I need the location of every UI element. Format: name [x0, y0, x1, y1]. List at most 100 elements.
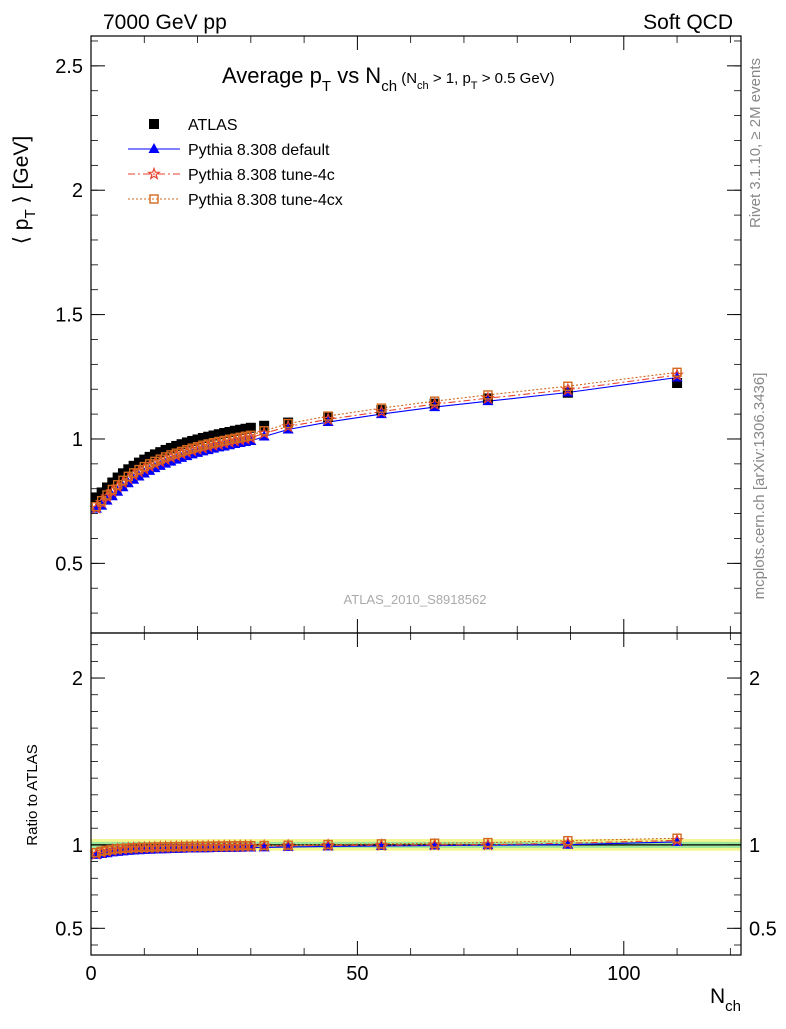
- main-point-atlas: [117, 468, 128, 479]
- main-point-pythia-8-308-tune-4cx: [155, 454, 165, 464]
- ratio-point-pythia-8-308-tune-4cx: [198, 841, 208, 851]
- ratio-ytick-label-right: 1: [749, 835, 760, 857]
- ratio-point-pythia-8-308-tune-4cx: [123, 843, 133, 853]
- main-point-atlas: [224, 427, 235, 438]
- main-point-atlas: [229, 425, 240, 436]
- main-point-atlas: [107, 477, 118, 488]
- y-axis-label-close: ⟩ [GeV]: [10, 136, 33, 210]
- xtick-label: 100: [607, 963, 640, 985]
- ratio-point-pythia-8-308-tune-4cx: [96, 846, 107, 856]
- main-point-pythia-8-308-tune-4cx: [203, 439, 213, 449]
- ratio-point-pythia-8-308-tune-4cx: [429, 838, 440, 848]
- ratio-point-pythia-8-308-tune-4cx: [230, 841, 240, 851]
- ratio-point-pythia-8-308-tune-4cx: [128, 843, 139, 853]
- main-point-atlas: [181, 437, 192, 448]
- main-point-pythia-8-308-tune-4cx: [160, 452, 171, 462]
- main-point-pythia-8-308-tune-4cx: [323, 411, 333, 421]
- main-point-pythia-8-308-tune-4cx: [166, 450, 176, 460]
- main-point-pythia-8-308-tune-4cx: [187, 443, 197, 453]
- main-point-pythia-8-308-tune-4cx: [192, 441, 203, 452]
- ratio-point-pythia-8-308-tune-4cx: [246, 841, 256, 851]
- ratio-point-pythia-8-308-tune-4cx: [192, 841, 203, 852]
- title-sub-t: T: [322, 78, 331, 95]
- main-point-pythia-8-308-tune-4cx: [230, 433, 240, 443]
- rivet-label: Rivet 3.1.10, ≥ 2M events: [747, 58, 764, 228]
- ratio-ytick-label: 2: [72, 668, 83, 690]
- title-text: Average p: [222, 63, 322, 88]
- main-point-pythia-8-308-tune-4cx: [219, 435, 229, 446]
- title-cond-sub-t: T: [471, 80, 478, 92]
- ratio-point-pythia-8-308-tune-4cx: [224, 841, 235, 851]
- ratio-point-pythia-8-308-tune-4cx: [323, 839, 333, 850]
- ratio-ytick-label: 1: [72, 835, 83, 857]
- main-point-pythia-8-308-tune-4cx: [563, 381, 573, 391]
- ratio-point-pythia-8-308-tune-4cx: [187, 841, 197, 852]
- main-point-pythia-8-308-tune-4cx: [672, 367, 682, 378]
- ratio-point-pythia-8-308-tune-4cx: [91, 848, 102, 858]
- main-ytick-label: 0.5: [55, 553, 83, 575]
- ratio-point-pythia-8-308-tune-4cx: [171, 842, 181, 852]
- y-axis-label-sub: T: [22, 209, 39, 218]
- ratio-point-pythia-8-308-tune-4cx: [139, 842, 149, 853]
- ratio-point-pythia-8-308-tune-4cx: [155, 842, 165, 852]
- ratio-panel-frame: [90, 632, 742, 956]
- panel-frames: [90, 35, 742, 956]
- main-point-atlas: [219, 428, 230, 439]
- series-markers: [89, 367, 684, 860]
- main-point-atlas: [203, 431, 214, 442]
- main-point-pythia-8-308-tune-4cx: [182, 444, 192, 455]
- main-point-pythia-8-308-tune-4cx: [235, 432, 245, 442]
- main-point-atlas: [112, 472, 123, 483]
- ratio-point-pythia-8-308-tune-4cx: [376, 839, 387, 849]
- ratio-point-pythia-8-308-tune-4cx: [214, 841, 224, 851]
- legend-label-atlas: ATLAS: [188, 117, 238, 134]
- title-cond-c: > 0.5 GeV): [478, 70, 555, 87]
- y-axis-label: ⟨ pT ⟩ [GeV]: [10, 136, 39, 244]
- main-ytick-label: 2.5: [55, 56, 83, 78]
- ratio-point-pythia-8-308-tune-4cx: [112, 844, 123, 854]
- main-point-pythia-8-308-tune-4cx: [102, 490, 112, 500]
- ratio-point-pythia-8-308-tune-4cx: [182, 841, 192, 852]
- ratio-point-pythia-8-308-tune-4cx: [203, 841, 213, 851]
- main-point-atlas: [160, 444, 171, 455]
- main-point-pythia-8-308-tune-4cx: [208, 438, 219, 448]
- ratio-ytick-label-right: 0.5: [749, 918, 777, 940]
- main-point-atlas: [155, 447, 166, 458]
- xtick-label: 50: [346, 963, 368, 985]
- ratio-point-pythia-8-308-tune-4cx: [563, 836, 573, 846]
- y-axis-label-open: ⟨ p: [10, 219, 33, 245]
- main-point-atlas: [171, 440, 182, 451]
- legend-marker-pythia-8-308-tune-4c: [147, 166, 161, 180]
- main-point-atlas: [245, 422, 256, 433]
- main-ytick-label: 1: [72, 429, 83, 451]
- main-point-atlas: [133, 457, 144, 468]
- plot-title: Average pT vs Nch (Nch > 1, pT > 0.5 GeV…: [222, 63, 555, 95]
- main-point-pythia-8-308-tune-4cx: [107, 484, 118, 495]
- ratio-point-pythia-8-308-tune-4cx: [208, 841, 219, 851]
- main-point-pythia-8-308-tune-4cx: [483, 390, 493, 400]
- ratio-point-pythia-8-308-tune-4cx: [102, 845, 112, 855]
- main-point-pythia-8-308-tune-4cx: [144, 459, 155, 469]
- main-point-pythia-8-308-tune-4cx: [429, 396, 440, 406]
- ratio-point-pythia-8-308-tune-4cx: [219, 841, 229, 851]
- title-text-mid: vs N: [331, 63, 381, 88]
- header-right: Soft QCD: [643, 11, 733, 34]
- legend-marker-pythia-8-308-tune-4cx: [149, 194, 159, 204]
- ratio-point-pythia-8-308-tune-4cx: [144, 842, 155, 852]
- xtick-label: 0: [85, 963, 96, 985]
- main-point-atlas: [197, 432, 208, 443]
- title-sub-ch: ch: [381, 78, 397, 95]
- main-point-pythia-8-308-tune-4cx: [91, 501, 102, 512]
- ratio-point-pythia-8-308-tune-4cx: [235, 841, 245, 851]
- x-axis-label-main: N: [710, 985, 725, 1008]
- legend: ATLAS Pythia 8.308 default Pythia 8.308 tu…: [128, 117, 343, 209]
- ratio-point-pythia-8-308-tune-4cx: [176, 841, 187, 852]
- ratio-point-pythia-8-308-tune-4cx: [134, 842, 144, 853]
- main-point-atlas: [672, 378, 683, 389]
- main-point-atlas: [123, 464, 134, 475]
- legend-label-pythia-8-308-default: Pythia 8.308 default: [188, 142, 330, 159]
- main-point-atlas: [192, 434, 203, 445]
- x-axis-label: Nch: [710, 985, 741, 1015]
